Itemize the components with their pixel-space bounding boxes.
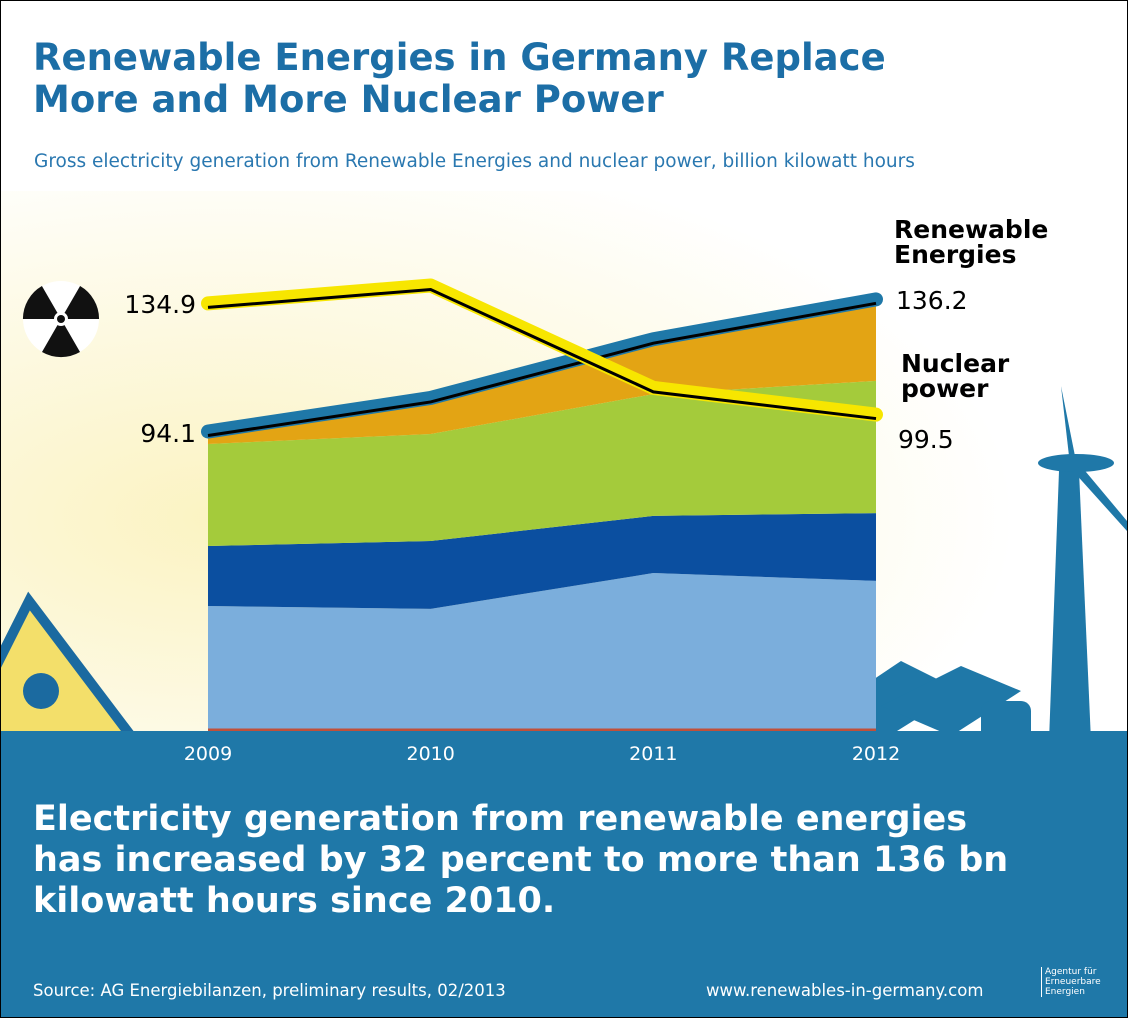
source: Source: AG Energiebilanzen, preliminary … xyxy=(33,981,506,1000)
title: Renewable Energies in Germany Replace Mo… xyxy=(33,37,933,121)
website: www.renewables-in-germany.com xyxy=(706,981,983,1000)
infographic: Renewable Energies in Germany Replace Mo… xyxy=(0,0,1128,1018)
series-label: Renewable Energies xyxy=(894,217,1094,267)
x-tick-label: 2011 xyxy=(629,743,677,765)
value-label: 136.2 xyxy=(896,288,968,313)
subtitle: Gross electricity generation from Renewa… xyxy=(34,151,915,172)
value-label: 94.1 xyxy=(140,421,196,446)
headline: Electricity generation from renewable en… xyxy=(33,799,1043,922)
logo: Agentur für Erneuerbare Energien xyxy=(1041,967,1121,997)
x-tick-label: 2009 xyxy=(184,743,232,765)
series-label: Nuclear power xyxy=(901,351,1101,401)
value-label: 99.5 xyxy=(898,427,954,452)
value-label: 134.9 xyxy=(124,292,196,317)
x-tick-label: 2012 xyxy=(852,743,900,765)
x-tick-label: 2010 xyxy=(406,743,454,765)
